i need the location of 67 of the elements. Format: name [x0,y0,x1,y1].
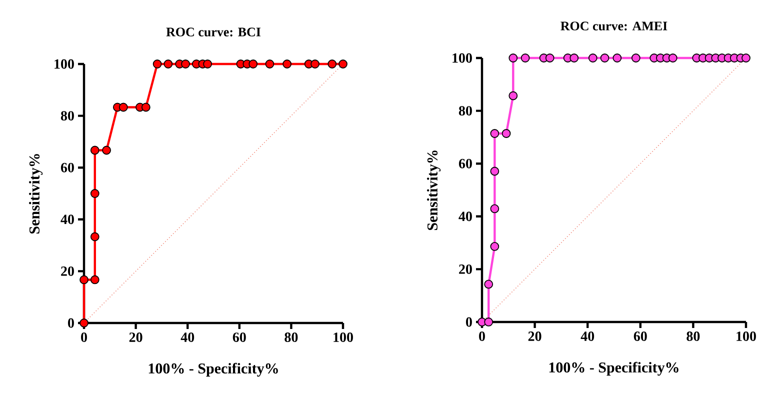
y-axis-title: Sensitivity% [28,154,43,234]
chart-title: ROC curve: AMEI [560,22,668,30]
x-tick-label: 0 [81,332,87,342]
point [490,129,500,138]
y-axis-title: Sensitivity% [426,150,441,230]
x-tick-label: 60 [232,332,246,342]
point [588,54,598,62]
point [181,60,190,68]
x-tick-label: 100 [736,332,756,341]
chart-title: ROC curve: BCI [166,28,261,36]
point [612,54,622,62]
point [668,54,678,62]
point [631,54,640,62]
x-tick-label: 100 [334,332,353,342]
y-tick-label: 80 [458,106,472,116]
y-tick-label: 60 [60,162,74,172]
y-tick-label: 40 [60,214,74,224]
point [203,60,212,68]
x-tick-label: 80 [284,332,298,342]
point [545,54,554,62]
point [508,54,518,62]
point [282,60,292,68]
point [742,54,750,62]
point [90,189,100,198]
point [508,91,518,100]
point [490,242,500,251]
point [90,146,100,155]
point [141,102,150,112]
x-axis-title: 100% - Specificity% [549,362,678,376]
point [80,318,88,328]
point [328,60,337,68]
x-tick-label: 40 [580,332,594,341]
point [490,204,500,214]
x-tick-label: 80 [686,332,700,341]
point [600,54,610,62]
point [118,102,128,112]
y-tick-label: 40 [458,212,472,222]
point [164,60,173,68]
x-tick-label: 20 [129,332,142,342]
point [152,60,162,68]
point [248,60,258,68]
y-tick-label: 0 [466,317,472,327]
x-axis-title: 100% - Specificity% [148,362,278,377]
point [265,60,274,68]
point [502,129,511,138]
point [570,54,579,62]
point [490,166,500,176]
y-tick-label: 60 [458,158,472,168]
y-tick-label: 100 [452,53,472,63]
point [484,318,494,326]
y-tick-label: 20 [61,266,74,276]
y-tick-label: 100 [54,59,74,69]
point [80,275,88,284]
point [484,280,494,289]
x-tick-label: 20 [528,332,542,341]
point [520,54,530,62]
point [338,60,348,68]
point [102,146,111,155]
point [90,275,100,284]
y-tick-label: 20 [459,264,472,274]
x-tick-label: 40 [180,332,194,342]
x-tick-label: 0 [479,332,485,341]
y-tick-label: 80 [60,111,74,121]
x-tick-label: 60 [634,332,647,341]
point [310,60,320,68]
y-tick-label: 0 [68,318,74,328]
point [90,232,100,242]
